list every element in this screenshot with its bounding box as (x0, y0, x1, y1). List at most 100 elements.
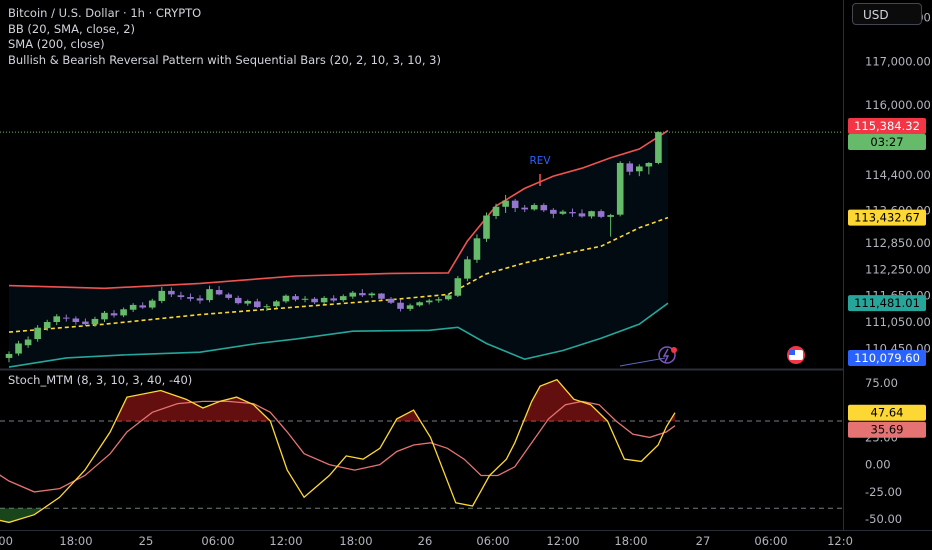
candle-body (636, 166, 643, 172)
time-tick-label: 12:00 (269, 534, 302, 548)
candle-body (530, 205, 538, 210)
signal-value-label: 35.69 (871, 423, 904, 437)
candle-body (244, 300, 252, 304)
axes: 118,000.00117,000.00116,000.00114,400.00… (0, 11, 931, 548)
oscillator-legend[interactable]: Stoch_MTM (8, 3, 10, 3, 40, -40) (8, 373, 193, 387)
countdown-label: 03:27 (870, 135, 903, 149)
candles: REV (5, 131, 805, 367)
price-tick-label: 117,000.00 (865, 54, 931, 68)
indicator-price-label: 110,079.60 (854, 351, 920, 365)
time-tick-label: 18:00 (614, 534, 647, 548)
bb-upper-line (8, 129, 669, 290)
candle-body (349, 292, 357, 297)
candle-body (82, 321, 89, 325)
candle-body (655, 132, 662, 163)
candle-body (110, 313, 118, 316)
legend-sma[interactable]: SMA (200, close) (8, 37, 105, 51)
candle-body (378, 293, 385, 299)
sma-price-label-bg (848, 209, 926, 226)
stoch-line (0, 378, 676, 524)
candle-body (368, 293, 376, 296)
time-tick-label: 12:0 (827, 534, 853, 548)
rev-annotation: REV (529, 155, 551, 167)
candle-body (483, 215, 490, 239)
overbought-fill (0, 379, 675, 422)
time-tick-label: 27 (696, 534, 711, 548)
candle-body (273, 301, 280, 307)
candle-body (645, 162, 653, 167)
candle-body (502, 200, 509, 207)
candle-body (569, 212, 576, 214)
candle-body (454, 278, 462, 296)
main-legend: Bitcoin / U.S. Dollar · 1h · CRYPTO BB (… (8, 6, 441, 68)
stoch-value-label-bg (848, 404, 926, 421)
time-tick-label: 06:00 (201, 534, 234, 548)
candle-body (168, 290, 175, 295)
osc-tick-label: -50.00 (865, 512, 902, 526)
candle-body (24, 339, 32, 346)
price-tick-label: 112,850.00 (865, 236, 931, 250)
grid (0, 0, 932, 531)
candle-body (5, 353, 13, 358)
candle-body (521, 207, 528, 210)
time-tick-label: 26 (418, 534, 433, 548)
candle-body (578, 213, 586, 217)
oscillator-pane (0, 378, 843, 524)
candle-body (597, 211, 605, 217)
price-tick-label: 111,050.00 (865, 315, 931, 329)
time-tick-label: 2:00 (0, 534, 13, 548)
candle-body (263, 306, 271, 308)
symbol-title[interactable]: Bitcoin / U.S. Dollar · 1h · CRYPTO (8, 6, 202, 20)
sma-line (8, 216, 669, 333)
price-tick-label: 112,250.00 (865, 262, 931, 276)
indicator-price-label-bg (848, 350, 926, 366)
time-tick-label: 06:00 (754, 534, 787, 548)
legend-pattern[interactable]: Bullish & Bearish Reversal Pattern with … (8, 52, 441, 67)
candle-body (187, 297, 194, 299)
last-price-label: 115,384.32 (854, 119, 920, 133)
candle-body (129, 304, 137, 310)
last-price-label-bg (848, 118, 926, 134)
price-labels: 115,384.32 03:27 113,432.67 111,481.01 110,0… (848, 118, 926, 438)
price-tick-label: 116,000.00 (865, 98, 931, 112)
price-tick-label: 114,400.00 (865, 168, 931, 182)
time-tick-label: 06:00 (476, 534, 509, 548)
candle-body (254, 301, 261, 308)
candle-body (588, 211, 595, 217)
candle-body (215, 290, 223, 295)
currency-button[interactable]: USD (852, 3, 922, 25)
legend-bb[interactable]: BB (20, SMA, close, 2) (8, 21, 135, 36)
candle-body (301, 298, 309, 300)
countdown-label-bg (848, 134, 926, 150)
candle-body (63, 317, 70, 319)
signal-line (0, 400, 676, 493)
candle-body (120, 309, 127, 316)
lightning-icon (658, 346, 676, 364)
candle-body (158, 290, 166, 301)
candle-body (397, 302, 404, 309)
alert-dot-icon (671, 347, 677, 353)
candle-body (196, 298, 204, 301)
bollinger-bands (0, 129, 843, 368)
time-tick-label: 25 (139, 534, 154, 548)
bb-lower-price-label: 111,481.01 (854, 296, 920, 310)
bb-lower-price-label-bg (848, 295, 926, 312)
candle-body (320, 297, 328, 303)
candle-body (206, 289, 213, 301)
indicator-trail (619, 357, 666, 367)
osc-tick-label: 75.00 (865, 376, 898, 390)
candle-body (473, 238, 481, 260)
candle-body (234, 297, 242, 304)
time-tick-label: 18:00 (59, 534, 92, 548)
candle-body (406, 305, 414, 309)
oversold-fill (0, 508, 44, 523)
candle-body (34, 327, 41, 340)
candle-body (72, 318, 80, 322)
sma-price-label: 113,432.67 (854, 211, 920, 225)
candle-body (435, 299, 443, 301)
candle-body (511, 200, 519, 209)
candle-body (91, 318, 99, 325)
osc-tick-label: 0.00 (865, 458, 891, 472)
candle-body (550, 209, 557, 214)
